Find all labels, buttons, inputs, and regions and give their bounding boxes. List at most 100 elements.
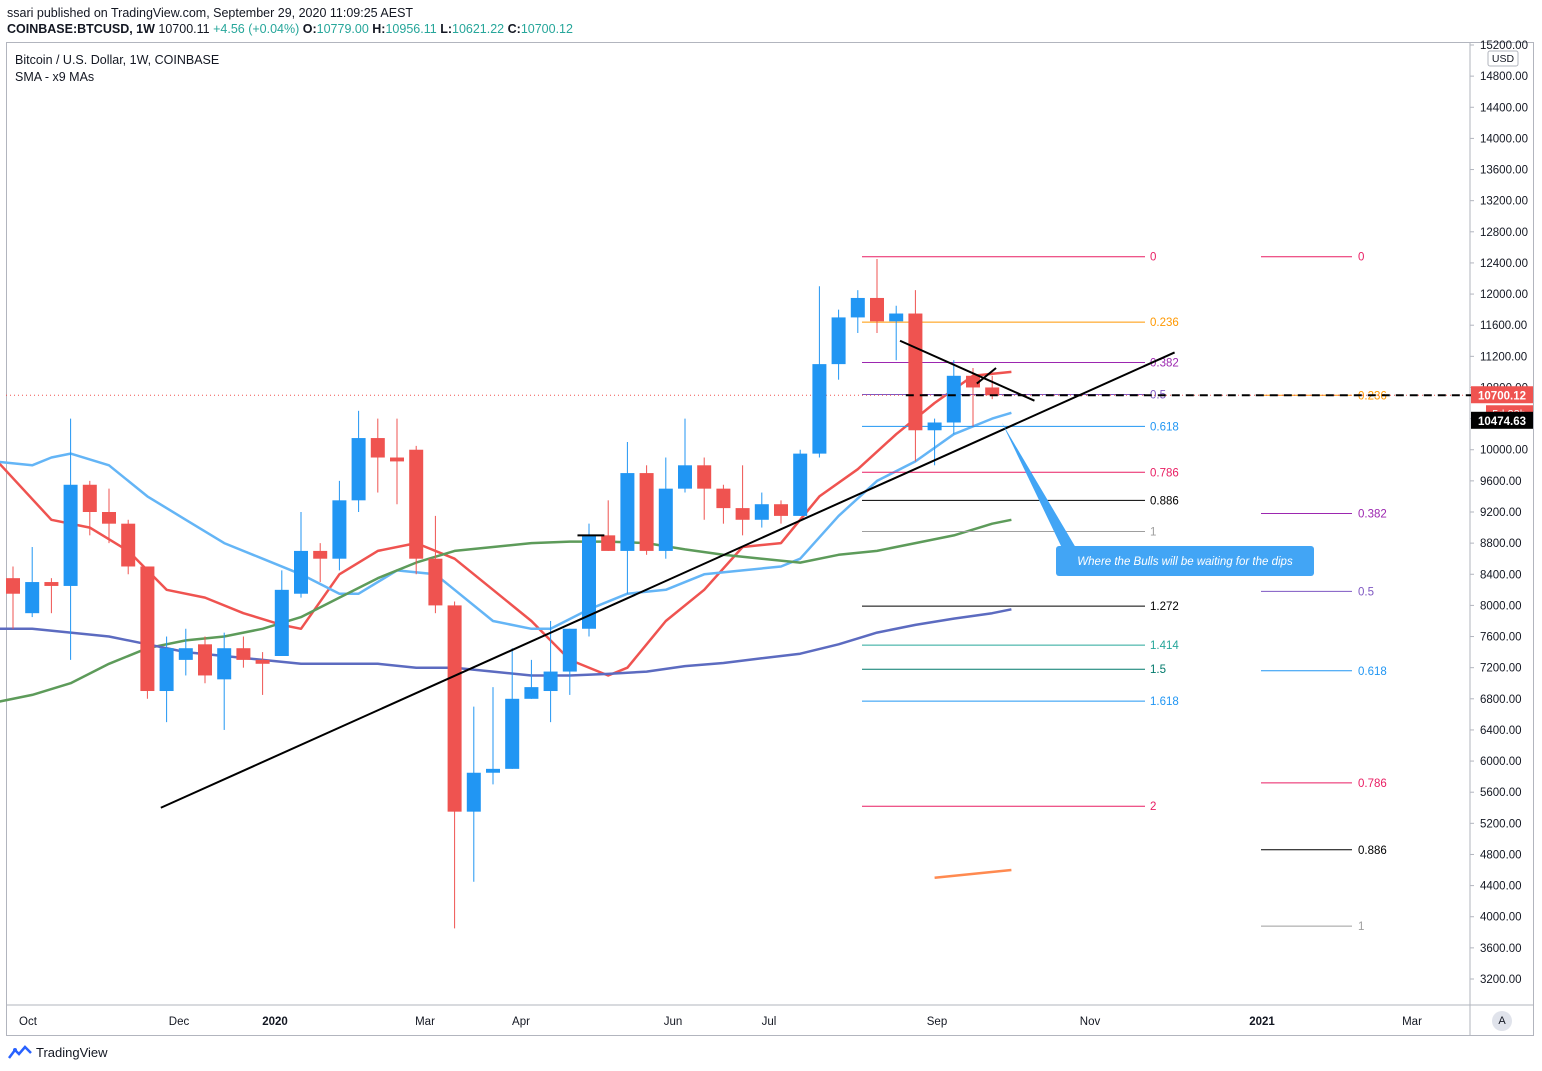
candle-body xyxy=(255,659,270,664)
trendline xyxy=(976,367,997,385)
candle-body xyxy=(198,644,212,676)
fib2-level-label: 0.382 xyxy=(1358,509,1387,521)
high-label: H: xyxy=(372,22,386,36)
candle-body xyxy=(966,375,980,388)
ohlc-readout: COINBASE:BTCUSD, 1W 10700.11 +4.56 (+0.0… xyxy=(7,22,573,36)
candle-body xyxy=(140,566,155,692)
candle-body xyxy=(447,605,462,812)
fib2-level-label: 0.5 xyxy=(1358,586,1374,598)
candle-body xyxy=(486,768,500,773)
price-tick-label: 13200.00 xyxy=(1480,196,1528,208)
candle-body xyxy=(236,648,251,660)
price-tick-label: 4400.00 xyxy=(1480,881,1522,893)
candle-body xyxy=(294,550,308,594)
tradingview-logo-icon xyxy=(8,1045,32,1059)
time-axis-label: 2021 xyxy=(1249,1016,1275,1028)
publisher-line: ssari published on TradingView.com, Sept… xyxy=(7,6,414,20)
callout-box xyxy=(1056,546,1314,576)
fib1-level-label: 2 xyxy=(1150,801,1156,813)
ma-line-4 xyxy=(934,868,1012,880)
open-value: 10779.00 xyxy=(316,22,369,36)
time-axis-label: Jul xyxy=(762,1016,777,1028)
candle-body xyxy=(217,648,232,680)
candle-body xyxy=(697,465,712,489)
fib2-level-label: 0.618 xyxy=(1358,666,1387,678)
candle-body xyxy=(121,523,136,567)
candle-body xyxy=(466,772,481,812)
fib1-level-label: 1 xyxy=(1150,526,1156,538)
price-tick-label: 14000.00 xyxy=(1480,133,1528,145)
candles-layer xyxy=(6,259,1000,929)
chart-legend-indicator[interactable]: SMA - x9 MAs xyxy=(15,70,95,84)
candle-body xyxy=(543,671,558,692)
chart-legend-title: Bitcoin / U.S. Dollar, 1W, COINBASE xyxy=(15,53,220,67)
candle-body xyxy=(25,582,40,614)
level-tag-text: 10474.63 xyxy=(1478,416,1526,428)
low-value: 10621.22 xyxy=(452,22,505,36)
currency-badge[interactable] xyxy=(1487,50,1519,67)
candle-body xyxy=(44,582,59,586)
price-axis-layer: 3200.00 3600.00 4000.00 4400.00 4800.00 5200.… xyxy=(1470,40,1533,986)
level-tag xyxy=(1471,411,1533,429)
candle-body xyxy=(409,449,424,559)
candle-body xyxy=(562,628,577,672)
price-tick-label: 3200.00 xyxy=(1480,974,1522,986)
candle-body xyxy=(927,422,942,431)
price-tick-label: 5600.00 xyxy=(1480,787,1522,799)
candle-body xyxy=(812,364,827,454)
fib1-level-label: 0.618 xyxy=(1150,421,1179,433)
symbol-label[interactable]: COINBASE:BTCUSD, 1W xyxy=(7,22,155,36)
candle-body xyxy=(850,297,865,318)
candle-body xyxy=(390,457,404,462)
time-axis-layer: Oct Dec 2020 Mar Apr Jun Jul Sep Nov 2021 Mar xyxy=(19,1016,1422,1028)
time-axis-label: Sep xyxy=(927,1016,947,1028)
candle-body xyxy=(505,698,520,769)
currency-label: USD xyxy=(1492,53,1515,65)
candle-body xyxy=(793,453,808,516)
price-tick-label: 12400.00 xyxy=(1480,258,1528,270)
candle-body xyxy=(6,578,20,594)
low-label: L: xyxy=(440,22,452,36)
price-tick-label: 4000.00 xyxy=(1480,912,1522,924)
callout-pointer xyxy=(1001,422,1076,548)
candle-body xyxy=(678,465,692,489)
price-tick-label: 14800.00 xyxy=(1480,71,1528,83)
price-tick-label: 6400.00 xyxy=(1480,725,1522,737)
fib2-level-label: 1 xyxy=(1358,921,1364,933)
fib2-level-label: 0.886 xyxy=(1358,845,1387,857)
last-price-tag xyxy=(1471,386,1533,404)
time-axis-label: Oct xyxy=(19,1016,38,1028)
fib1-level-label: 0.236 xyxy=(1150,317,1179,329)
close-value: 10700.12 xyxy=(520,22,573,36)
price-tick-label: 5200.00 xyxy=(1480,818,1522,830)
fib1-level-label: 0.382 xyxy=(1150,358,1179,370)
price-tick-label: 8000.00 xyxy=(1480,600,1522,612)
price-tick-label: 8800.00 xyxy=(1480,538,1522,550)
fib1-level-label: 0 xyxy=(1150,252,1156,264)
brand-name: TradingView xyxy=(36,1044,108,1060)
price-tick-label: 11600.00 xyxy=(1480,320,1527,332)
candle-body xyxy=(601,535,616,551)
trendline xyxy=(160,351,1176,809)
candle-body xyxy=(774,504,788,516)
candle-body xyxy=(985,387,1000,396)
fib-layer: 0 0.236 0.382 0.5 0.618 0.786 0.886 1 1.272 1.414… xyxy=(6,252,1470,933)
fib1-level-label: 0.786 xyxy=(1150,467,1179,479)
price-tick-label: 13600.00 xyxy=(1480,165,1528,177)
auto-scale-button[interactable]: A xyxy=(1492,1011,1512,1031)
price-tick-label: 4800.00 xyxy=(1480,849,1522,861)
candle-body xyxy=(908,313,923,431)
trendline xyxy=(899,339,1035,402)
candle-body xyxy=(524,687,539,699)
time-axis-label: Nov xyxy=(1080,1016,1101,1028)
chart-header: ssari published on TradingView.com, Sept… xyxy=(0,0,1542,42)
tradingview-brand[interactable]: TradingView xyxy=(8,1044,108,1060)
candle-body xyxy=(428,558,443,606)
chart-frame xyxy=(6,42,1534,1036)
candle-body xyxy=(351,438,366,501)
candle-body xyxy=(946,375,961,423)
candle-body xyxy=(620,473,635,551)
fib1-level-label: 1.272 xyxy=(1150,601,1179,613)
fib2-level-label: 0 xyxy=(1358,252,1364,264)
